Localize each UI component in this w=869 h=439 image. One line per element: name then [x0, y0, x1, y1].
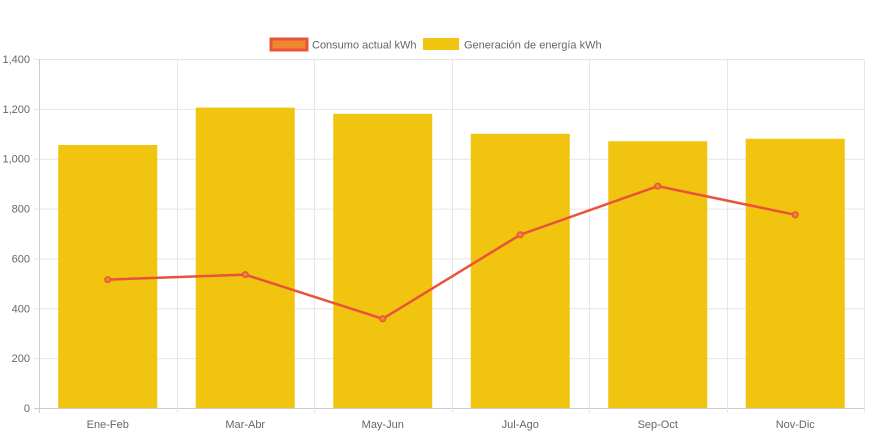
- legend-label-generacion[interactable]: Generación de energía kWh: [464, 40, 602, 52]
- x-axis: Ene-Feb Mar-Abr May-Jun Jul-Ago Sep-Oct Nov-D…: [87, 419, 816, 431]
- line-point[interactable]: [654, 182, 662, 190]
- y-tick-label: 600: [12, 253, 30, 265]
- x-tick-label: Mar-Abr: [225, 419, 265, 431]
- grid: [34, 59, 865, 413]
- x-tick-label: Ene-Feb: [87, 419, 129, 431]
- y-tick-label: 800: [12, 204, 30, 216]
- legend-swatch-generacion[interactable]: [423, 38, 459, 50]
- bars: [58, 107, 845, 409]
- y-tick-label: 200: [12, 353, 30, 365]
- y-tick-label: 400: [12, 303, 30, 315]
- line-series: [104, 182, 799, 323]
- y-tick-label: 1,200: [2, 104, 30, 116]
- y-axis: 0 200 400 600 800 1,000 1,200 1,400: [2, 54, 30, 415]
- legend-label-consumo[interactable]: Consumo actual kWh: [312, 40, 417, 52]
- y-tick-label: 0: [24, 403, 30, 415]
- bar[interactable]: [608, 141, 708, 408]
- x-tick-label: Nov-Dic: [776, 419, 816, 431]
- x-tick-label: Jul-Ago: [502, 419, 539, 431]
- legend-swatch-consumo[interactable]: [269, 37, 309, 52]
- line-point[interactable]: [516, 231, 524, 239]
- line-point[interactable]: [241, 271, 249, 279]
- line-point[interactable]: [379, 315, 387, 323]
- line-point[interactable]: [791, 211, 799, 219]
- bar[interactable]: [745, 138, 845, 408]
- line-point[interactable]: [104, 276, 112, 284]
- bar[interactable]: [470, 133, 570, 409]
- line-path: [107, 184, 796, 321]
- x-tick-label: May-Jun: [362, 419, 404, 431]
- x-tick-label: Sep-Oct: [638, 419, 678, 431]
- legend: Consumo actual kWh Generación de energía…: [269, 37, 602, 52]
- bar[interactable]: [195, 107, 295, 408]
- y-tick-label: 1,400: [2, 54, 30, 66]
- bar[interactable]: [333, 113, 433, 408]
- y-tick-label: 1,000: [2, 154, 30, 166]
